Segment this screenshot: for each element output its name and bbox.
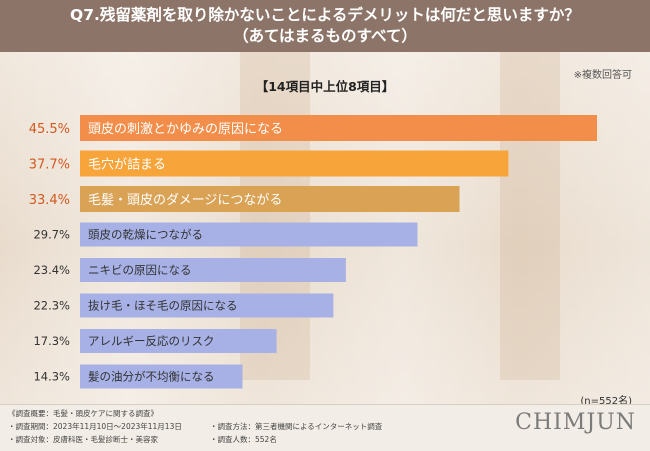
- brand-logo: CHIMJUN: [515, 410, 636, 435]
- survey-footer: 《調査概要：毛髪・頭皮ケアに関する調査》 ・調査期間：2023年11月10日〜2…: [0, 404, 650, 451]
- question-title-line1: Q7.残留薬剤を取り除かないことによるデメリットは何だと思いますか？: [70, 6, 580, 24]
- question-title: Q7.残留薬剤を取り除かないことによるデメリットは何だと思いますか？ （あてはま…: [0, 0, 650, 52]
- bar-value-label: 29.7%: [33, 228, 70, 242]
- survey-method: ・調査方法：第三者機関によるインターネット調査: [210, 422, 383, 431]
- curtain-shade: [240, 50, 310, 380]
- chart-subtitle: 【14項目中上位8項目】: [255, 79, 395, 94]
- bar-8: [80, 364, 243, 389]
- bar-value-label: 23.4%: [33, 263, 70, 277]
- bar-7: [80, 329, 277, 353]
- survey-target: ・調査対象：皮膚科医・毛髪診断士・美容家: [8, 435, 158, 444]
- bar-2: [80, 150, 509, 177]
- bar-category-label: 毛髪・頭皮のダメージにつながる: [88, 193, 282, 208]
- bar-value-label: 22.3%: [33, 299, 70, 313]
- question-title-line2: （あてはまるものすべて）: [233, 27, 417, 45]
- bar-value-label: 45.5%: [29, 122, 70, 137]
- survey-details-right: ・調査方法：第三者機関によるインターネット調査 ・調査人数：552名: [210, 420, 382, 446]
- bar-5: [80, 258, 346, 282]
- bar-category-label: 髪の油分が不均衡になる: [88, 370, 215, 384]
- bar-value-label: 14.3%: [33, 370, 70, 384]
- bar-category-label: 抜け毛・ほそ毛の原因になる: [88, 299, 238, 313]
- bar-value-label: 37.7%: [29, 158, 70, 173]
- bar-value-label: 33.4%: [29, 193, 70, 208]
- bar-category-label: 頭皮の刺激とかゆみの原因になる: [88, 122, 283, 137]
- bar-category-label: ニキビの原因になる: [88, 263, 192, 277]
- multi-answer-note: ※複数回答可: [573, 70, 632, 81]
- survey-period: ・調査期間：2023年11月10日〜2023年11月13日: [8, 422, 182, 431]
- bar-category-label: 頭皮の乾燥につながる: [88, 228, 203, 242]
- curtain-shade: [500, 50, 560, 380]
- survey-count: ・調査人数：552名: [210, 435, 277, 444]
- bar-category-label: アレルギー反応のリスク: [88, 334, 215, 348]
- bar-value-label: 17.3%: [33, 334, 70, 348]
- bar-4: [80, 222, 418, 247]
- bar-6: [80, 293, 334, 318]
- bar-1: [80, 115, 597, 141]
- bar-3: [80, 186, 460, 212]
- survey-overview: 《調査概要：毛髪・頭皮ケアに関する調査》: [8, 409, 158, 418]
- survey-details-left: ・調査期間：2023年11月10日〜2023年11月13日 ・調査対象：皮膚科医…: [8, 420, 182, 446]
- sample-size-note: (n=552名): [580, 396, 632, 407]
- bar-category-label: 毛穴が詰まる: [88, 157, 166, 173]
